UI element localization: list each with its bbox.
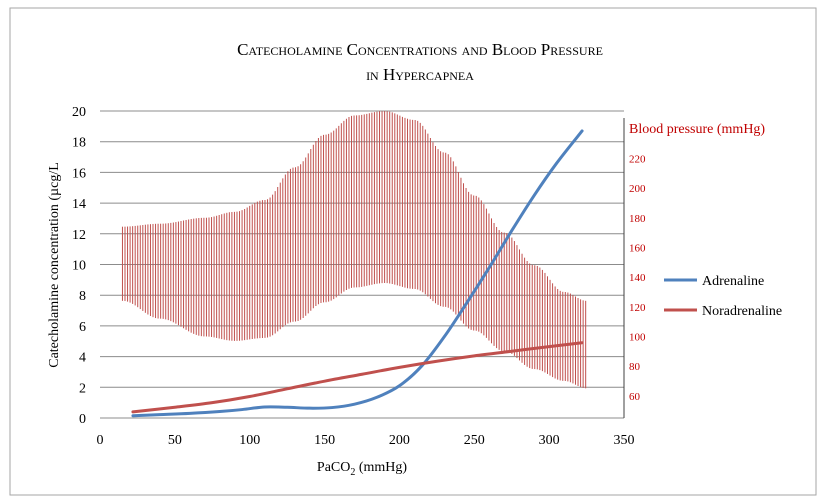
x-tick-label: 350 [614, 433, 635, 448]
y-tick-label: 2 [79, 381, 86, 396]
x-axis-label-subscript: 2 [350, 467, 355, 478]
x-axis-label-main: PaCO [317, 460, 350, 475]
y-tick-label: 14 [72, 197, 86, 212]
y-tick-labels: 0 2 4 6 8 10 12 14 16 18 20 [72, 105, 86, 427]
blood-pressure-band [121, 111, 587, 389]
series-lines [131, 129, 584, 418]
x-tick-label: 0 [97, 433, 104, 448]
y2-tick-label: 100 [629, 331, 646, 343]
y2-tick-label: 160 [629, 242, 646, 254]
y-tick-label: 0 [79, 412, 86, 427]
y2-tick-labels: 60 80 100 120 140 160 180 200 220 [629, 153, 646, 402]
x-tick-label: 50 [168, 433, 182, 448]
legend: Adrenaline Noradrenaline [664, 274, 782, 319]
x-tick-label: 250 [464, 433, 485, 448]
x-axis-label: PaCO2 (mmHg) [317, 460, 408, 478]
y2-tick-label: 200 [629, 183, 646, 195]
legend-label-noradrenaline: Noradrenaline [702, 304, 782, 319]
y2-tick-label: 180 [629, 213, 646, 225]
y-tick-label: 8 [79, 289, 86, 304]
y2-axis-label: Blood pressure (mmHg) [629, 122, 765, 137]
series-line-noradrenaline [131, 341, 584, 414]
y-axis-label: Catecholamine concentration (µcg/L [47, 162, 62, 368]
y2-tick-label: 80 [629, 361, 641, 373]
chart-title-line2: in Hypercapnea [366, 65, 474, 84]
y-tick-label: 16 [72, 166, 86, 181]
x-tick-label: 300 [539, 433, 560, 448]
y-tick-label: 20 [72, 105, 86, 120]
x-tick-labels: 0 50 100 150 200 250 300 350 [97, 433, 635, 448]
x-tick-label: 100 [239, 433, 260, 448]
y2-tick-label: 60 [629, 391, 641, 403]
series-line-adrenaline [131, 129, 584, 418]
y2-tick-label: 220 [629, 153, 646, 165]
x-tick-label: 150 [314, 433, 335, 448]
y2-tick-label: 120 [629, 302, 646, 314]
chart-title-line1: Catecholamine Concentrations and Blood P… [237, 40, 603, 59]
legend-label-adrenaline: Adrenaline [702, 274, 764, 289]
y-tick-label: 4 [79, 351, 86, 366]
y-tick-label: 12 [72, 228, 86, 243]
y2-tick-label: 140 [629, 272, 646, 284]
y-tick-label: 18 [72, 136, 86, 151]
x-tick-label: 200 [389, 433, 410, 448]
y-tick-label: 6 [79, 320, 86, 335]
axes [100, 118, 625, 419]
y-tick-label: 10 [72, 259, 86, 274]
x-axis-label-unit: (mmHg) [355, 460, 407, 475]
